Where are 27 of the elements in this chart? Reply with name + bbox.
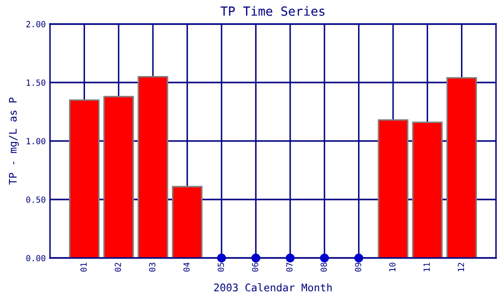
x-tick-label: 05 [218,262,224,272]
bar [103,96,134,258]
y-tick-label: 2.00 [26,21,46,28]
x-tick-label: 11 [424,262,430,272]
chart-title: TP Time Series [220,6,324,16]
x-tick-label: 06 [252,262,258,272]
bar [138,76,168,258]
bar [172,186,203,258]
x-tick-label: 07 [286,262,293,272]
y-tick-label: 0.50 [26,196,46,203]
bar [69,99,100,258]
y-axis-title: TP - mg/L as P [8,98,19,185]
x-tick-label: 01 [80,262,87,272]
x-tick-label: 03 [149,262,156,272]
x-tick-label: 02 [114,262,122,272]
x-axis-title: 2003 Calendar Month [214,283,332,292]
y-tick-label: 1.50 [26,80,46,86]
x-tick-label: 09 [354,262,362,272]
x-tick-label: 08 [320,262,327,272]
x-tick-label: 12 [458,262,464,272]
y-tick-label: 1.00 [26,138,46,144]
bar [378,119,408,258]
bar [446,77,477,258]
y-tick-label: 0.00 [26,255,46,262]
bar [412,122,443,258]
x-tick-label: 04 [183,262,190,272]
x-tick-label: 10 [389,262,396,272]
